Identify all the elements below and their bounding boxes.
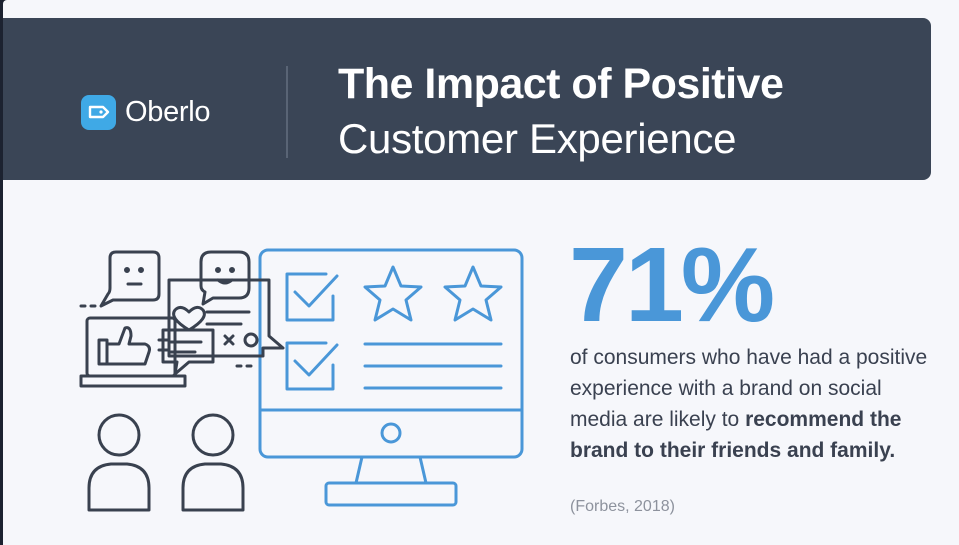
page-title-line-1: The Impact of Positive [338, 60, 784, 108]
checkbox-icon [285, 272, 339, 322]
stat-description-text: of consumers who have had a positive exp… [570, 346, 928, 431]
speech-bubble-icon [199, 250, 251, 306]
page-title-line-2: Customer Experience [338, 115, 737, 162]
user-icon [87, 413, 151, 512]
stat-description-emphasis: recommend the brand to their friends and… [570, 408, 902, 462]
brand-name: Oberlo [125, 95, 211, 128]
header-banner: Oberlo The Impact of Positive Customer E… [3, 18, 931, 180]
stat-source: (Forbes, 2018) [570, 498, 675, 515]
brand-logo: Oberlo [81, 94, 241, 130]
user-icon [181, 413, 245, 512]
illustration [73, 240, 533, 530]
oberlo-logo-icon [81, 94, 116, 130]
star-icon [363, 265, 423, 322]
stat-value: 71% [569, 226, 775, 344]
header-divider [286, 66, 288, 158]
stat-description: of consumers who have had a positive exp… [570, 342, 940, 466]
heart-icon [172, 305, 206, 332]
thumbs-up-icon [79, 316, 187, 388]
checkbox-icon [285, 341, 339, 391]
infographic-card: Oberlo The Impact of Positive Customer E… [3, 0, 959, 545]
speech-bubble-icon [99, 250, 161, 308]
star-icon [443, 265, 503, 322]
left-edge [0, 180, 3, 545]
speech-bubble-icon [161, 328, 215, 376]
monitor-icon [258, 248, 524, 507]
